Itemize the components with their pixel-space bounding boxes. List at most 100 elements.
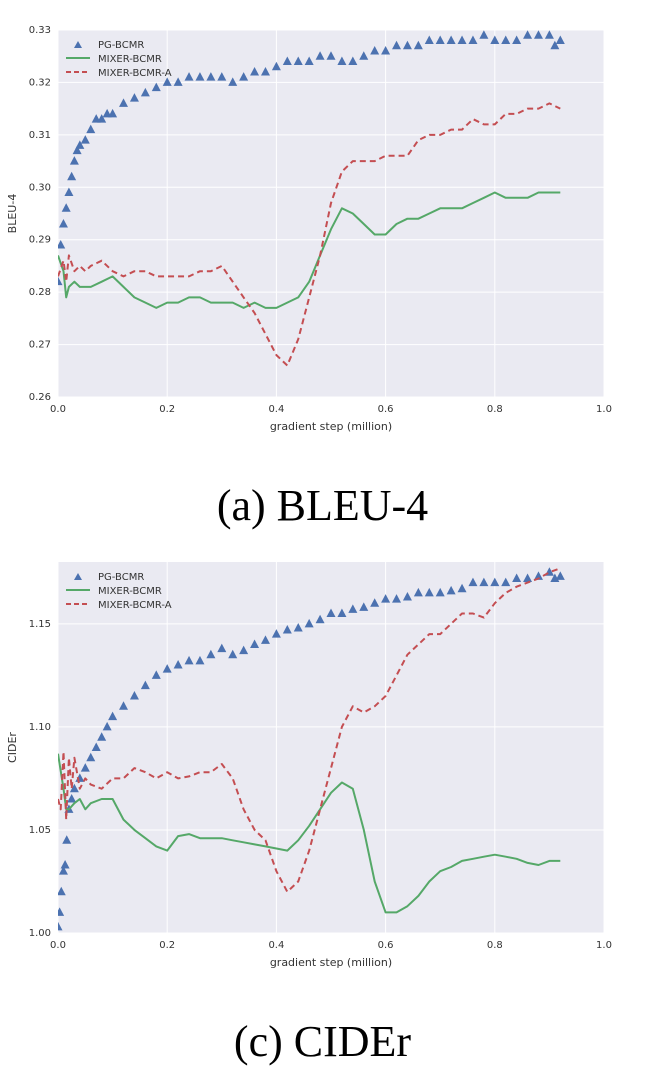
x-tick-label: 1.0 (596, 940, 612, 951)
pg-bcmr-point (402, 40, 412, 50)
pg-bcmr-point (140, 680, 150, 690)
pg-bcmr-point (129, 93, 139, 102)
pg-bcmr-point (72, 145, 82, 155)
pg-bcmr-point (359, 51, 369, 60)
pg-bcmr-point (457, 583, 467, 593)
chart-panel-cider: 0.0 0.2 0.4 0.6 0.8 1.0 1.00 1.05 1.10 1.15 gradie… (0, 541, 645, 1082)
legend-marker-pg-bcmr (74, 573, 82, 580)
pg-bcmr-point (97, 732, 107, 741)
chart-caption-bleu: (a) BLEU-4 (216, 481, 429, 530)
x-tick-label: 0.8 (487, 940, 503, 951)
pg-bcmr-point (217, 72, 227, 81)
pg-bcmr-point (271, 629, 281, 638)
pg-bcmr-point (206, 72, 216, 81)
legend-label-mixer-bcmr-a: MIXER-BCMR-A (98, 600, 172, 611)
pg-bcmr-point (523, 573, 533, 582)
pg-bcmr-point (315, 614, 325, 624)
chart-panel-bleu: 0.0 0.2 0.4 0.6 0.8 1.0 0.26 0.27 0.28 0.29 0.30 0.… (0, 0, 645, 541)
mixer-bcmr-a-line (58, 567, 561, 893)
pg-bcmr-point (555, 571, 565, 580)
pg-bcmr-point (97, 114, 107, 123)
pg-bcmr-point (69, 156, 79, 165)
y-tick-label: 1.05 (29, 825, 51, 836)
pg-bcmr-point (75, 140, 85, 149)
pg-bcmr-point (108, 711, 118, 721)
chart-caption-cider: (c) CIDEr (233, 1017, 412, 1066)
x-tick-label: 0.4 (268, 940, 284, 951)
pg-bcmr-point (490, 35, 500, 44)
pg-bcmr-point (424, 35, 434, 44)
pg-bcmr-point (413, 40, 423, 50)
pg-bcmr-point (523, 30, 533, 39)
pg-bcmr-point (512, 35, 522, 44)
x-axis-label: gradient step (million) (270, 956, 392, 969)
plot-background (58, 562, 604, 933)
pg-bcmr-point (512, 573, 522, 582)
pg-bcmr-point (184, 72, 194, 81)
y-axis-label: BLEU-4 (6, 194, 19, 234)
pg-bcmr-point (62, 835, 72, 844)
y-tick-label: 0.31 (29, 130, 51, 141)
plot-area (58, 567, 565, 931)
pg-bcmr-point (337, 56, 347, 65)
pg-bcmr-point (108, 108, 118, 118)
pg-bcmr-point (58, 886, 66, 896)
pg-bcmr-point (58, 921, 63, 931)
pg-bcmr-point (91, 742, 101, 751)
pg-bcmr-point (337, 608, 347, 618)
pg-bcmr-point (282, 625, 292, 634)
x-tick-label: 0.0 (50, 404, 66, 415)
pg-bcmr-point (424, 587, 434, 597)
pg-bcmr-point (260, 66, 270, 76)
pg-bcmr-point (67, 171, 77, 181)
pg-bcmr-point (533, 571, 543, 580)
pg-bcmr-point (173, 77, 183, 86)
pg-bcmr-point (479, 30, 489, 39)
y-tick-label: 0.32 (29, 77, 51, 88)
pg-bcmr-point (102, 721, 112, 731)
pg-bcmr-point (260, 635, 270, 644)
pg-bcmr-point (348, 56, 358, 65)
x-tick-label: 1.0 (596, 404, 612, 415)
pg-bcmr-point (86, 124, 96, 134)
pg-bcmr-point (315, 51, 325, 60)
y-tick-label: 0.28 (29, 287, 51, 298)
cider-chart: 0.0 0.2 0.4 0.6 0.8 1.0 1.00 1.05 1.10 1.15 gradie… (6, 562, 612, 969)
pg-bcmr-point (271, 61, 281, 71)
y-tick-label: 1.10 (29, 722, 51, 733)
mixer-bcmr-line (58, 191, 561, 309)
pg-bcmr-point (304, 56, 314, 65)
pg-bcmr-point (282, 56, 292, 65)
pg-bcmr-point (69, 783, 79, 793)
pg-bcmr-point (162, 664, 172, 673)
mixer-bcmr-a-line (58, 102, 561, 367)
pg-bcmr-point (468, 577, 478, 587)
pg-bcmr-point (250, 66, 260, 76)
pg-bcmr-point (151, 82, 161, 92)
pg-bcmr-point (58, 866, 68, 875)
pg-bcmr-point (58, 276, 63, 286)
y-tick-label: 1.15 (29, 619, 51, 630)
pg-bcmr-point (348, 604, 358, 613)
pg-bcmr-point (370, 45, 380, 55)
pg-bcmr-point (370, 598, 380, 607)
legend-label-mixer-bcmr: MIXER-BCMR (98, 586, 162, 597)
pg-bcmr-point (239, 72, 249, 81)
pg-bcmr-point (392, 40, 402, 50)
pg-bcmr-point (86, 752, 96, 762)
x-tick-label: 0.0 (50, 940, 66, 951)
pg-bcmr-point (413, 587, 423, 597)
pg-bcmr-point (326, 51, 336, 60)
pg-bcmr-point (206, 649, 216, 659)
x-tick-label: 0.6 (378, 940, 394, 951)
pg-bcmr-point (140, 87, 150, 97)
pg-bcmr-point (490, 577, 500, 587)
pg-bcmr-point (119, 98, 129, 107)
pg-bcmr-point (151, 670, 161, 679)
pg-bcmr-point (61, 203, 71, 212)
pg-bcmr-point (457, 35, 467, 44)
plot-background (58, 30, 604, 397)
legend-label-mixer-bcmr: MIXER-BCMR (98, 54, 162, 65)
legend-marker-pg-bcmr (74, 41, 82, 48)
legend-label-pg-bcmr: PG-BCMR (98, 40, 144, 51)
